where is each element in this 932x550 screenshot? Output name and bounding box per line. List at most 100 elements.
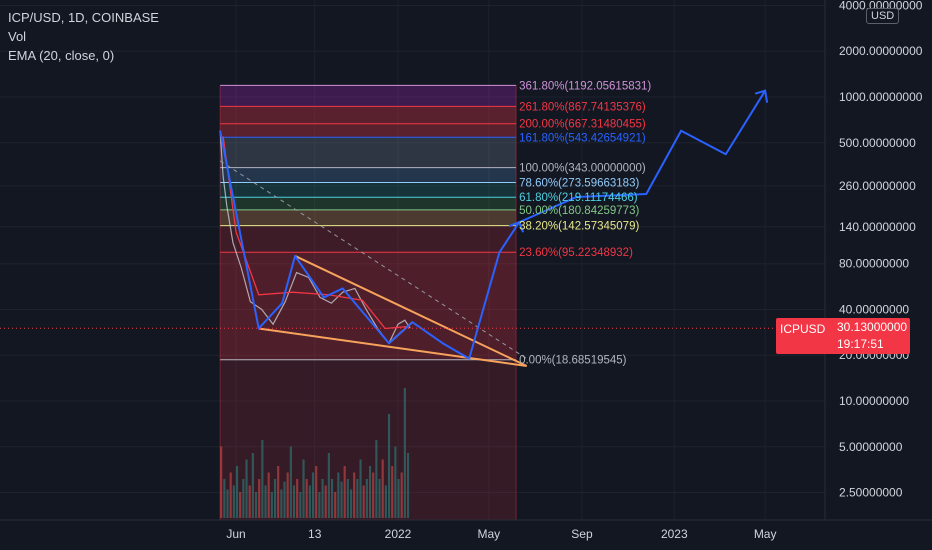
fib-zone (220, 123, 517, 138)
time-tick-label: Sep (571, 527, 593, 541)
volume-bar (242, 479, 245, 518)
volume-bar (384, 485, 387, 518)
time-tick-label: May (478, 527, 501, 541)
fib-retracement-labels: 0.00%(18.68519545) 23.60%(95.22348932) 38.… (519, 80, 651, 366)
fib-retracement-lines (219, 84, 517, 520)
volume-bar (267, 472, 270, 518)
symbol-title[interactable]: ICP/USD, 1D, COINBASE (8, 10, 159, 25)
volume-bar (337, 472, 340, 518)
fib-level-label: 50.00%(180.84259773) (519, 205, 639, 217)
price-tag-symbol: ICPUSD (780, 322, 826, 336)
last-price-tag: ICPUSD 30.13000000 19:17:51 (776, 318, 910, 354)
volume-bar (362, 485, 365, 518)
fib-zone (220, 182, 517, 198)
ema-indicator-label[interactable]: EMA (20, close, 0) (8, 48, 115, 63)
volume-indicator-label[interactable]: Vol (8, 29, 27, 44)
volume-bar (277, 466, 280, 518)
volume-bar (406, 453, 410, 518)
chart-legend: ICP/USD, 1D, COINBASE Vol EMA (20, close… (8, 8, 159, 65)
time-tick-label: May (754, 527, 777, 541)
volume-bar (400, 472, 403, 518)
volume-bar (365, 479, 368, 518)
price-tick-label: 2000.00000000 (839, 44, 923, 58)
volume-bar (220, 446, 223, 518)
volume-bar (239, 492, 242, 518)
fib-zone (220, 106, 517, 124)
wedge-line (258, 327, 527, 367)
wedge-line (294, 255, 528, 367)
volume-bar (308, 485, 311, 518)
volume-bar (223, 479, 226, 518)
price-axis: 4000.00000000 2000.00000000 1000.00000000 5… (824, 0, 923, 520)
volume-bar (356, 479, 359, 518)
volume-bar (330, 479, 334, 518)
fib-level-label: 61.80%(219.11174466) (519, 192, 638, 204)
fib-level-label: 0.00%(18.68519545) (519, 355, 627, 367)
volume-bar (375, 440, 378, 518)
volume-bars (220, 388, 410, 518)
volume-bar (245, 459, 248, 518)
volume-bar (321, 479, 324, 518)
volume-bar (315, 466, 318, 518)
price-tick-label: 10.00000000 (839, 394, 909, 408)
volume-bar (283, 481, 286, 518)
price-tick-label: 140.00000000 (839, 220, 916, 234)
fib-zone (220, 85, 517, 107)
drawings-layer (0, 89, 825, 367)
fib-level-label: 38.20%(142.57345079) (519, 221, 639, 233)
fib-zone (220, 225, 517, 253)
fib-zone (220, 167, 517, 183)
grid-lines (0, 0, 825, 520)
price-tick-label: 500.00000000 (839, 136, 916, 150)
volume-bar (289, 446, 292, 518)
fib-zone (220, 252, 517, 360)
volume-bar (251, 453, 254, 518)
volume-bar (305, 479, 308, 518)
volume-bar (226, 489, 229, 518)
fib-zone (220, 137, 517, 168)
price-tag-countdown: 19:17:51 (837, 337, 884, 351)
volume-bar (381, 459, 384, 518)
price-tick-label: 260.00000000 (839, 179, 916, 193)
volume-bar (235, 466, 239, 518)
volume-bar (359, 459, 362, 518)
currency-unit-button[interactable]: USD (866, 8, 900, 24)
volume-bar (296, 479, 299, 518)
volume-bar (403, 388, 406, 518)
volume-bar (327, 453, 330, 518)
volume-bar (264, 485, 267, 518)
volume-bar (280, 489, 283, 518)
volume-bar (318, 492, 321, 518)
volume-bar (346, 479, 349, 518)
fib-zone (220, 209, 517, 226)
time-tick-label: Jun (226, 527, 245, 541)
volume-bar (372, 472, 375, 518)
volume-bar (349, 489, 353, 518)
volume-bar (368, 466, 372, 518)
projection-arrowhead (754, 89, 769, 103)
fib-level-label: 161.80%(543.42654921) (519, 132, 646, 144)
fib-level-label: 23.60%(95.22348932) (519, 247, 633, 259)
fib-zone (220, 197, 517, 210)
volume-bar (273, 479, 277, 518)
volume-bar (258, 479, 261, 518)
projection-mid-arrow (508, 220, 525, 233)
volume-bar (397, 479, 400, 518)
volume-bar (254, 492, 258, 518)
volume-bar (343, 466, 346, 518)
fib-level-label: 78.60%(273.59663183) (519, 178, 639, 190)
price-tick-label: 2.50000000 (839, 486, 903, 500)
dashed-trendline (219, 160, 527, 360)
volume-bar (340, 481, 343, 518)
time-tick-label: 2022 (385, 527, 412, 541)
volume-bar (248, 485, 251, 518)
price-tick-label: 1000.00000000 (839, 90, 923, 104)
fib-level-label: 200.00%(667.31480455) (519, 119, 646, 131)
price-tick-label: 4000.00000000 (839, 0, 923, 12)
price-tick-label: 5.00000000 (839, 440, 903, 454)
projection-path (219, 90, 766, 360)
fib-level-label: 261.80%(867.74135376) (519, 101, 646, 113)
volume-bar (311, 472, 315, 518)
volume-bar (286, 472, 289, 518)
